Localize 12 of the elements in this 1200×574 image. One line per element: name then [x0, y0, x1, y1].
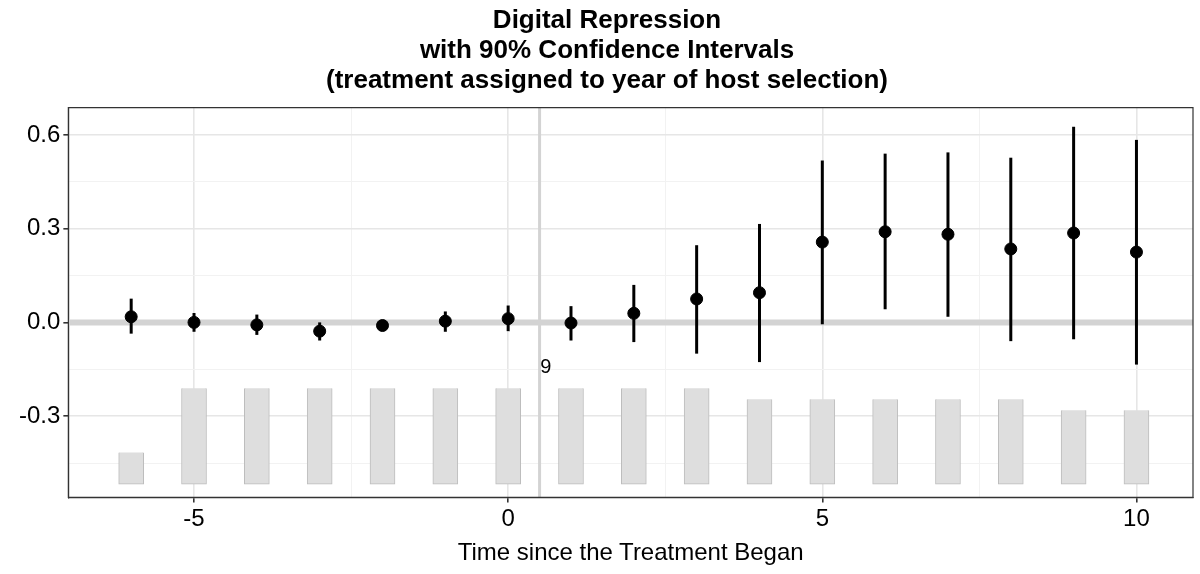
- x-tick-label: 10: [1123, 504, 1150, 532]
- x-tick-label: -5: [183, 504, 205, 532]
- point: [376, 319, 389, 333]
- chart-title: Digital Repression with 90% Confidence Intervals (treatment assigned to year of host selection): [325, 4, 889, 94]
- y-tick-label: 0.3: [26, 213, 61, 241]
- y-tick-label: 0.6: [26, 119, 61, 147]
- x-tick-label: 0: [501, 504, 515, 532]
- x-tick-label: 5: [815, 504, 829, 532]
- x-axis-title: Time since the Treatment Began: [457, 538, 804, 566]
- y-tick-label: 0.0: [26, 307, 61, 335]
- annotation: 9: [540, 355, 552, 378]
- y-tick-label: -0.3: [19, 400, 61, 428]
